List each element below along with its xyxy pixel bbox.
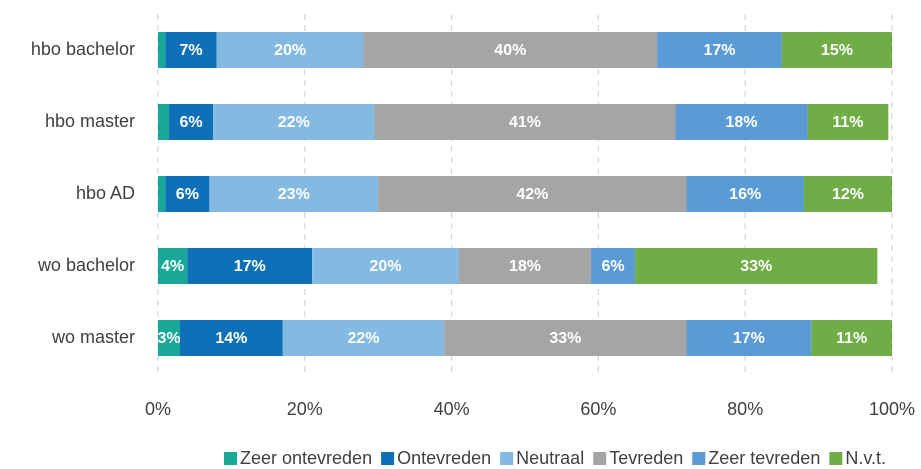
bar-segment [165,32,217,68]
bar-segment [169,104,214,140]
bar-segment [180,320,283,356]
data-label: 15% [821,42,853,59]
legend-swatch [381,452,395,465]
bar-segment [209,176,379,212]
legend-label: Ontevreden [397,448,491,468]
data-label: 33% [549,330,581,347]
bar-segment [282,320,445,356]
data-label: 11% [832,114,863,131]
legend-swatch [500,452,514,465]
legend-label: Neutraal [516,448,584,468]
bar-segment [444,320,687,356]
legend-swatch [692,452,706,465]
bar-segment [686,320,812,356]
data-label: 42% [516,186,548,203]
data-label: 17% [733,330,765,347]
x-tick-label: 40% [434,399,470,419]
data-label: 20% [274,42,306,59]
x-tick-label: 0% [145,399,171,419]
legend-label: Zeer tevreden [708,448,820,468]
bar-segment [378,176,687,212]
data-label: 18% [726,114,758,131]
data-label: 7% [179,42,202,59]
bar-segment [213,104,375,140]
legend-swatch [829,452,843,465]
data-label: 17% [234,258,266,275]
legend-swatch [593,452,607,465]
data-label: 14% [215,330,247,347]
bar-segment [591,248,636,284]
bar-segment [158,104,170,140]
data-label: 4% [161,258,184,275]
bar-segment [158,248,188,284]
bar-segment [803,176,892,212]
data-label: 18% [509,258,541,275]
legend-label: Tevreden [609,448,683,468]
data-label: 23% [278,186,310,203]
legend-label: Zeer ontevreden [240,448,372,468]
data-label: 40% [494,42,526,59]
bar-segment [158,176,166,212]
x-tick-label: 100% [869,399,915,419]
legend-swatch [224,452,237,465]
y-tick-label: wo bachelor [37,255,135,275]
data-label: 12% [832,186,864,203]
y-tick-label: hbo AD [76,183,135,203]
data-label: 11% [836,330,867,347]
bar-segment [374,104,676,140]
bar-segment [807,104,889,140]
data-label: 22% [278,114,310,131]
x-tick-label: 20% [287,399,323,419]
data-label: 17% [703,42,735,59]
bar-segment [158,32,166,68]
x-tick-label: 80% [727,399,763,419]
bar-segment [811,320,892,356]
bar-segment [635,248,878,284]
data-label: 33% [740,258,772,275]
y-tick-label: hbo bachelor [31,39,135,59]
bar-segment [363,32,658,68]
bar-segment [781,32,892,68]
bar-segment [158,320,181,356]
bar-segment [165,176,210,212]
data-label: 22% [348,330,380,347]
y-tick-label: wo master [51,327,135,347]
bar-segment [675,104,808,140]
x-tick-label: 60% [580,399,616,419]
bar-segment [458,248,592,284]
data-label: 6% [176,186,199,203]
data-label: 20% [370,258,402,275]
data-label: 3% [157,330,180,347]
y-tick-label: hbo master [45,111,135,131]
legend-label: N.v.t. [845,448,886,468]
bar-segment [216,32,364,68]
data-label: 16% [729,186,761,203]
data-label: 6% [602,258,625,275]
bar-segment [312,248,459,284]
bar-segment [686,176,804,212]
data-label: 6% [179,114,202,131]
bar-segment [657,32,782,68]
bar-segment [187,248,313,284]
data-label: 41% [509,114,541,131]
